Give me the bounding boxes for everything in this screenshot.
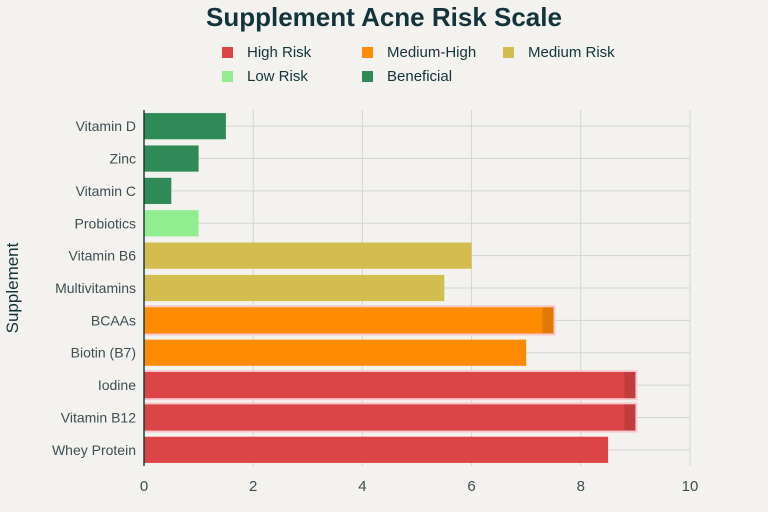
legend-item-medium-high[interactable]: Medium-High [362, 44, 476, 61]
legend-item-beneficial[interactable]: Beneficial [362, 68, 452, 85]
bar[interactable] [144, 339, 527, 366]
bar[interactable] [144, 242, 472, 269]
y-tick-label: Vitamin D [76, 118, 136, 134]
y-tick-label: Vitamin C [76, 183, 136, 199]
bar-end-shade [624, 371, 636, 399]
legend-label: Medium Risk [528, 44, 615, 61]
bar[interactable] [144, 177, 172, 205]
legend-swatch [222, 71, 233, 82]
legend-item-medium-risk[interactable]: Medium Risk [503, 44, 615, 61]
chart-title: Supplement Acne Risk Scale [206, 2, 562, 32]
legend-label: Low Risk [247, 68, 308, 85]
x-tick-label: 6 [467, 478, 475, 495]
bar[interactable] [144, 274, 445, 302]
legend-label: Medium-High [387, 44, 477, 61]
legend-swatch [503, 47, 514, 58]
x-tick-label: 0 [140, 478, 148, 495]
y-tick-label: Whey Protein [52, 442, 136, 458]
bar[interactable] [144, 145, 199, 172]
x-tick-label: 10 [682, 478, 699, 495]
bar-end-shade [624, 404, 636, 431]
y-tick-label: Multivitamins [55, 280, 136, 296]
legend-swatch [362, 47, 373, 58]
legend-swatch [362, 71, 373, 82]
bar-layer [144, 113, 638, 463]
legend-label: High Risk [247, 44, 312, 61]
y-tick-label: Probiotics [75, 215, 136, 231]
bar[interactable] [144, 436, 609, 463]
x-tick-label: 8 [577, 478, 585, 495]
y-tick-label: Vitamin B6 [69, 248, 137, 264]
bar[interactable] [144, 404, 636, 431]
legend-label: Beneficial [387, 68, 453, 85]
bar[interactable] [144, 113, 226, 140]
legend-item-low-risk[interactable]: Low Risk [222, 68, 308, 85]
axis-layer: Vitamin D Zinc Vitamin C Probiotics Vitamin … [52, 110, 698, 495]
x-tick-label: 2 [249, 478, 257, 495]
y-tick-label: Vitamin B12 [61, 409, 136, 425]
legend-item-high-risk[interactable]: High Risk [222, 44, 311, 61]
y-tick-label: Biotin (B7) [71, 345, 136, 361]
y-tick-label: Iodine [98, 377, 136, 393]
bar[interactable] [144, 210, 199, 237]
bar[interactable] [144, 371, 636, 399]
legend-swatch [222, 47, 233, 58]
y-tick-label: BCAAs [91, 312, 136, 328]
bar[interactable] [144, 307, 554, 334]
bar-end-shade [542, 307, 554, 334]
y-tick-label: Zinc [110, 151, 136, 167]
x-tick-label: 4 [358, 478, 366, 495]
